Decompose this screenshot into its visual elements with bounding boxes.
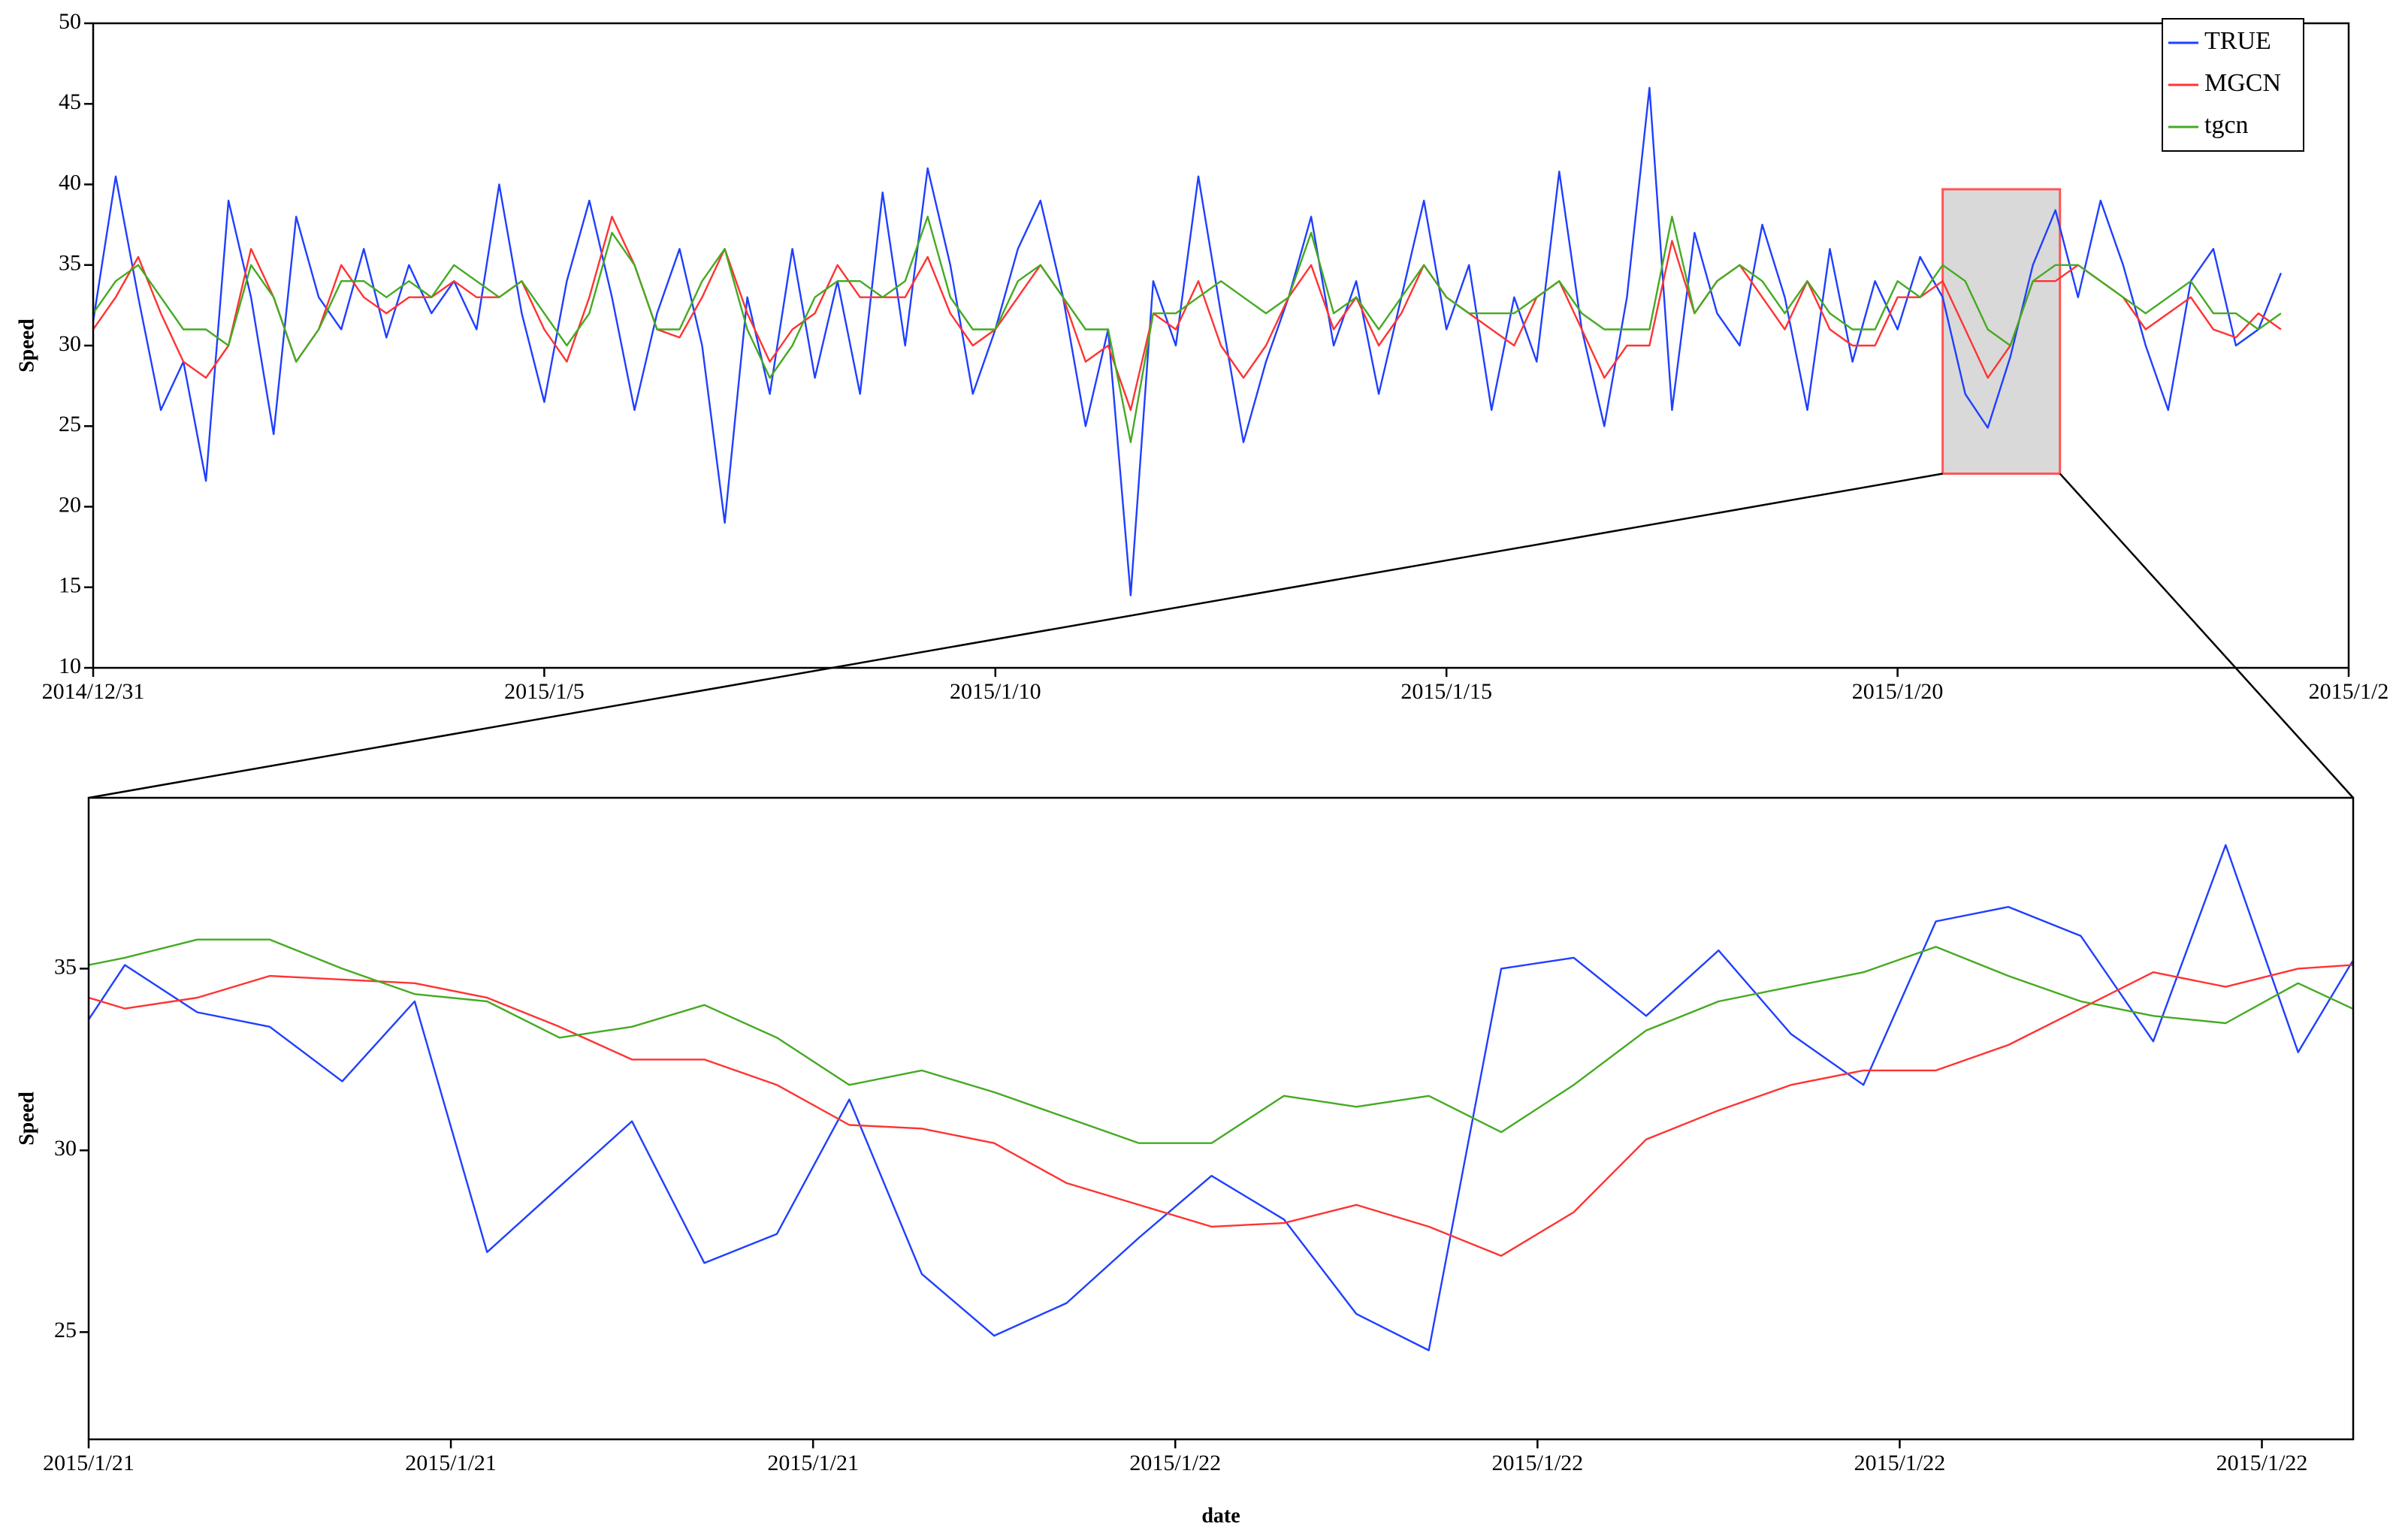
x-tick-label: 2015/1/10 [950, 679, 1041, 704]
x-tick-label: 2015/1/20 [1852, 679, 1944, 704]
series-line [89, 938, 2353, 1144]
series-line [93, 216, 2282, 443]
legend-label: TRUE [2204, 27, 2271, 55]
zoom-connector [2059, 473, 2354, 799]
y-tick-label: 40 [59, 170, 81, 195]
x-tick-label: 2015/1/22 [1492, 1451, 1584, 1475]
x-tick-label: 2015/1/22 [1854, 1451, 1946, 1475]
series-line [89, 844, 2353, 1351]
legend-label: MGCN [2204, 69, 2281, 97]
y-tick-label: 30 [59, 331, 81, 356]
x-tick-label: 2015/1/5 [504, 679, 585, 704]
x-tick-label: 2015/1/21 [767, 1451, 859, 1475]
x-axis-label: date [1201, 1504, 1240, 1527]
y-tick-label: 20 [59, 492, 81, 517]
y-tick-label: 50 [59, 9, 81, 34]
series-group [89, 844, 2353, 1351]
x-tick-label: 2015/1/21 [43, 1451, 134, 1475]
y-tick-label: 15 [59, 573, 81, 598]
y-tick-label: 30 [54, 1136, 77, 1161]
x-tick-label: 2015/1/15 [1400, 679, 1492, 704]
y-axis-label: Speed [15, 319, 38, 373]
series-line [89, 964, 2353, 1257]
zoom-connector [88, 473, 1943, 799]
x-tick-label: 2015/1/22 [2216, 1451, 2308, 1475]
y-tick-label: 10 [59, 654, 81, 678]
x-tick-label: 2015/1/21 [405, 1451, 497, 1475]
y-tick-label: 45 [59, 89, 81, 114]
series-line [93, 86, 2283, 596]
plot-area [89, 798, 2353, 1439]
y-axis-label: Speed [15, 1092, 38, 1146]
y-tick-label: 25 [54, 1318, 77, 1342]
y-tick-label: 35 [54, 954, 77, 979]
legend-label: tgcn [2204, 111, 2249, 139]
y-tick-label: 35 [59, 251, 81, 276]
plot-frame [87, 796, 2355, 1441]
x-tick-label: 2014/12/31 [42, 679, 145, 704]
series-group [93, 86, 2283, 596]
x-tick-label: 2015/1/2 [2309, 679, 2389, 704]
zoom-region [1941, 188, 2062, 476]
x-tick-label: 2015/1/22 [1129, 1451, 1221, 1475]
y-tick-label: 25 [59, 412, 81, 436]
